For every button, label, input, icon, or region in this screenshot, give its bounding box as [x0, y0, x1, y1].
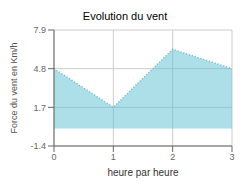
- svg-text:3: 3: [229, 152, 234, 162]
- svg-text:Force du vent en Km/h: Force du vent en Km/h: [9, 42, 19, 133]
- svg-text:1.7: 1.7: [33, 103, 46, 113]
- svg-text:heure par heure: heure par heure: [107, 167, 179, 178]
- svg-text:2: 2: [170, 152, 175, 162]
- svg-text:1: 1: [111, 152, 116, 162]
- svg-text:7.9: 7.9: [33, 25, 46, 35]
- svg-text:0: 0: [51, 152, 56, 162]
- svg-text:-1.4: -1.4: [30, 141, 46, 151]
- html-text:Evolution du vent: Evolution du vent: [82, 10, 168, 22]
- svg-text:4.8: 4.8: [33, 64, 46, 74]
